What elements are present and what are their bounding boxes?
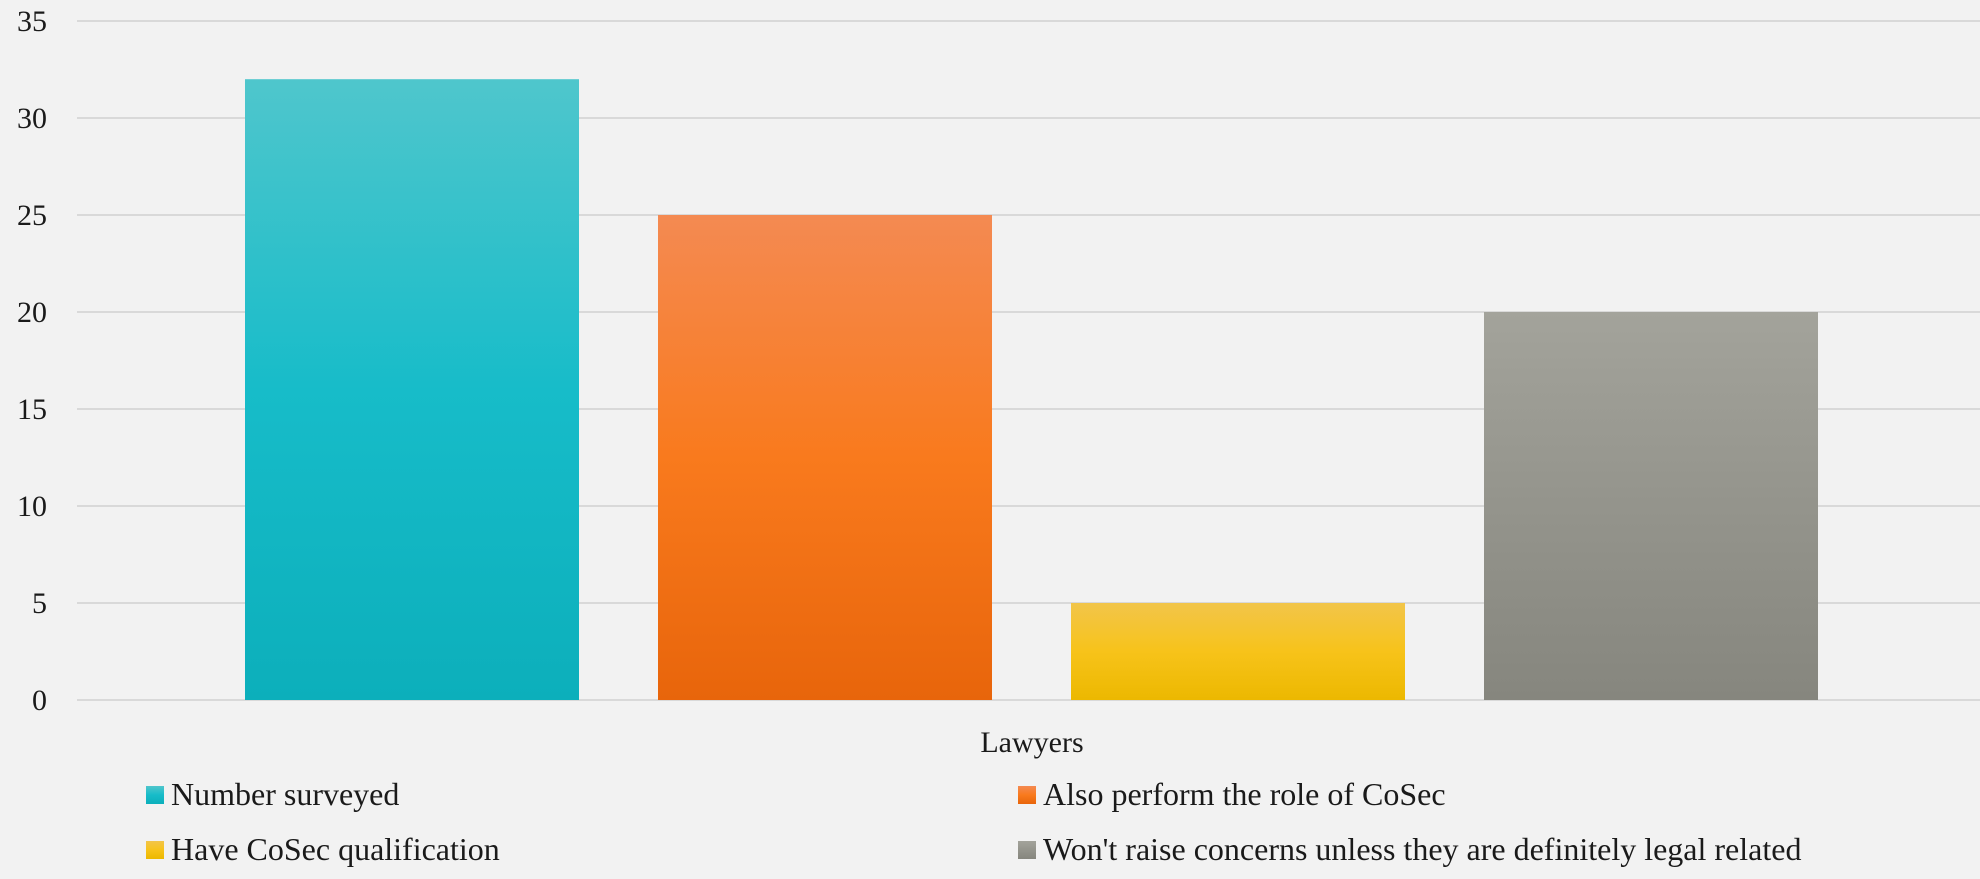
y-tick-label: 5: [32, 587, 47, 620]
y-axis-ticks: 0 5 10 15 20 25 30 35: [17, 5, 47, 717]
y-tick-label: 35: [17, 5, 47, 38]
legend-item-2: Also perform the role of CoSec: [1018, 776, 1446, 812]
legend-label: Number surveyed: [171, 776, 399, 812]
legend-swatch: [1018, 786, 1036, 804]
legend-label: Won't raise concerns unless they are def…: [1043, 831, 1801, 867]
legend-swatch: [146, 786, 164, 804]
bars: [245, 79, 1818, 700]
y-tick-label: 20: [17, 296, 47, 329]
bar-2: [658, 215, 992, 700]
x-category-label: Lawyers: [980, 726, 1083, 759]
legend-swatch: [146, 841, 164, 859]
x-axis-categories: Lawyers: [980, 726, 1083, 759]
legend-swatch: [1018, 841, 1036, 859]
y-tick-label: 10: [17, 490, 47, 523]
legend-label: Also perform the role of CoSec: [1043, 776, 1446, 812]
legend: Number surveyed Also perform the role of …: [146, 776, 1801, 867]
bar-3: [1071, 603, 1405, 700]
legend-item-3: Have CoSec qualification: [146, 831, 500, 867]
y-tick-label: 0: [32, 684, 47, 717]
y-tick-label: 25: [17, 199, 47, 232]
bar-1: [245, 79, 579, 700]
legend-item-4: Won't raise concerns unless they are def…: [1018, 831, 1801, 867]
legend-label: Have CoSec qualification: [171, 831, 500, 867]
y-tick-label: 30: [17, 102, 47, 135]
y-tick-label: 15: [17, 393, 47, 426]
bar-4: [1484, 312, 1818, 700]
legend-item-1: Number surveyed: [146, 776, 399, 812]
